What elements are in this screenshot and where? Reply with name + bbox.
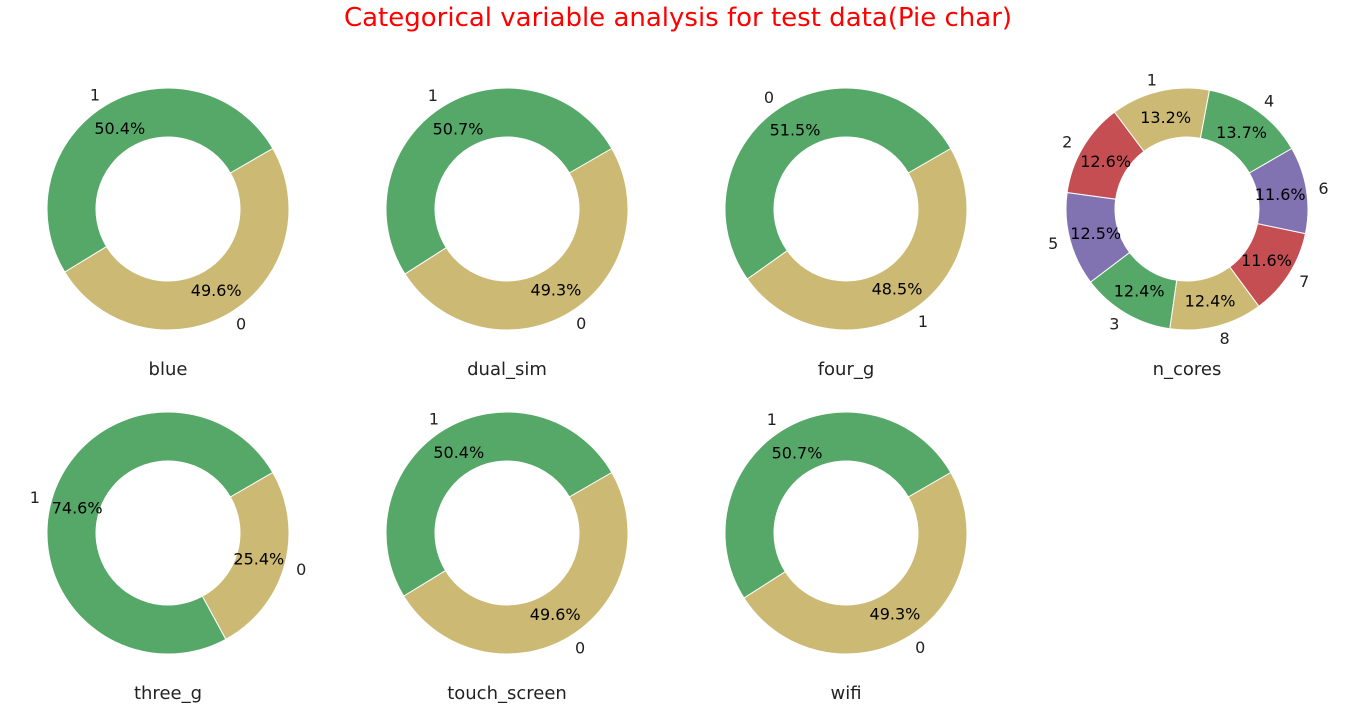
pie-slice	[724, 411, 952, 599]
pie-slice	[385, 411, 613, 597]
pie-category-label: 2	[1062, 132, 1072, 151]
pie-category-label: 0	[764, 88, 774, 107]
donut-chart-wifi: 50.7% 1 49.3% 0 wifi	[724, 410, 968, 704]
pie-slice	[46, 87, 274, 273]
pie-percent-label: 50.7%	[772, 443, 823, 462]
pie-percent-label: 50.4%	[433, 443, 484, 462]
pie-percent-label: 49.6%	[530, 605, 581, 624]
pie-category-label: 4	[1264, 91, 1274, 110]
pie-category-label: 1	[90, 86, 100, 105]
pie-category-label: 8	[1220, 329, 1230, 348]
subplot-title: n_cores	[1153, 359, 1222, 380]
pie-category-label: 6	[1318, 179, 1328, 198]
pie-percent-label: 12.5%	[1070, 224, 1121, 243]
pie-percent-label: 13.2%	[1140, 108, 1191, 127]
pie-category-label: 1	[429, 410, 439, 429]
pie-percent-label: 11.6%	[1255, 185, 1306, 204]
donut-chart-three-g: 74.6% 1 25.4% 0 three_g	[30, 411, 306, 704]
figure-title: Categorical variable analysis for test d…	[343, 3, 1013, 33]
pie-percent-label: 51.5%	[770, 121, 821, 140]
pie-percent-label: 50.7%	[433, 119, 484, 138]
pie-category-label: 1	[1147, 70, 1157, 89]
pie-percent-label: 49.6%	[191, 281, 242, 300]
donut-chart-touch-screen: 50.4% 1 49.6% 0 touch_screen	[385, 410, 629, 704]
pie-percent-label: 50.4%	[94, 119, 145, 138]
pie-category-label: 0	[915, 638, 925, 657]
pie-category-label: 0	[576, 314, 586, 333]
pie-percent-label: 13.7%	[1216, 123, 1267, 142]
pie-slice	[404, 147, 629, 331]
donut-chart-blue: 50.4% 1 49.6% 0 blue	[46, 86, 290, 380]
pie-percent-label: 12.4%	[1114, 281, 1165, 300]
subplot-title: wifi	[830, 683, 861, 704]
pie-slice	[746, 147, 968, 331]
subplot-title: three_g	[134, 683, 202, 704]
pie-percent-label: 12.4%	[1185, 292, 1236, 311]
pie-slice	[385, 87, 613, 275]
pie-slice	[1248, 147, 1309, 235]
pie-slice	[46, 411, 274, 655]
pie-category-label: 0	[236, 314, 246, 333]
pie-slice	[201, 471, 290, 640]
pie-percent-label: 11.6%	[1241, 251, 1292, 270]
pie-slice	[64, 147, 290, 331]
pie-percent-label: 49.3%	[531, 281, 582, 300]
pie-percent-label: 49.3%	[870, 605, 921, 624]
pie-category-label: 5	[1048, 234, 1058, 253]
pie-percent-label: 48.5%	[872, 279, 923, 298]
subplot-title: blue	[149, 359, 188, 380]
pie-category-label: 1	[767, 410, 777, 429]
pie-category-label: 7	[1299, 272, 1309, 291]
pie-slice	[403, 471, 629, 655]
donut-chart-dual-sim: 50.7% 1 49.3% 0 dual_sim	[385, 86, 629, 380]
pie-percent-label: 12.6%	[1080, 152, 1131, 171]
pie-category-label: 0	[575, 638, 585, 657]
pie-category-label: 3	[1109, 315, 1119, 334]
pie-percent-label: 25.4%	[233, 550, 284, 569]
subplot-title: dual_sim	[467, 359, 547, 380]
pie-category-label: 0	[296, 560, 306, 579]
donut-chart-four-g: 51.5% 0 48.5% 1 four_g	[724, 87, 968, 380]
pie-category-label: 1	[30, 488, 40, 507]
donut-chart-n-cores: 13.7% 4 13.2% 1 12.6% 2 12.5% 5 12.4% 3 12.4% 8 11.6…	[1048, 70, 1329, 380]
pie-percent-label: 74.6%	[52, 498, 103, 517]
subplot-title: four_g	[818, 359, 875, 380]
pie-category-label: 1	[428, 86, 438, 105]
pie-category-label: 1	[918, 312, 928, 331]
pie-slice	[743, 471, 968, 655]
pie-slice	[724, 87, 952, 280]
subplot-title: touch_screen	[447, 683, 567, 704]
